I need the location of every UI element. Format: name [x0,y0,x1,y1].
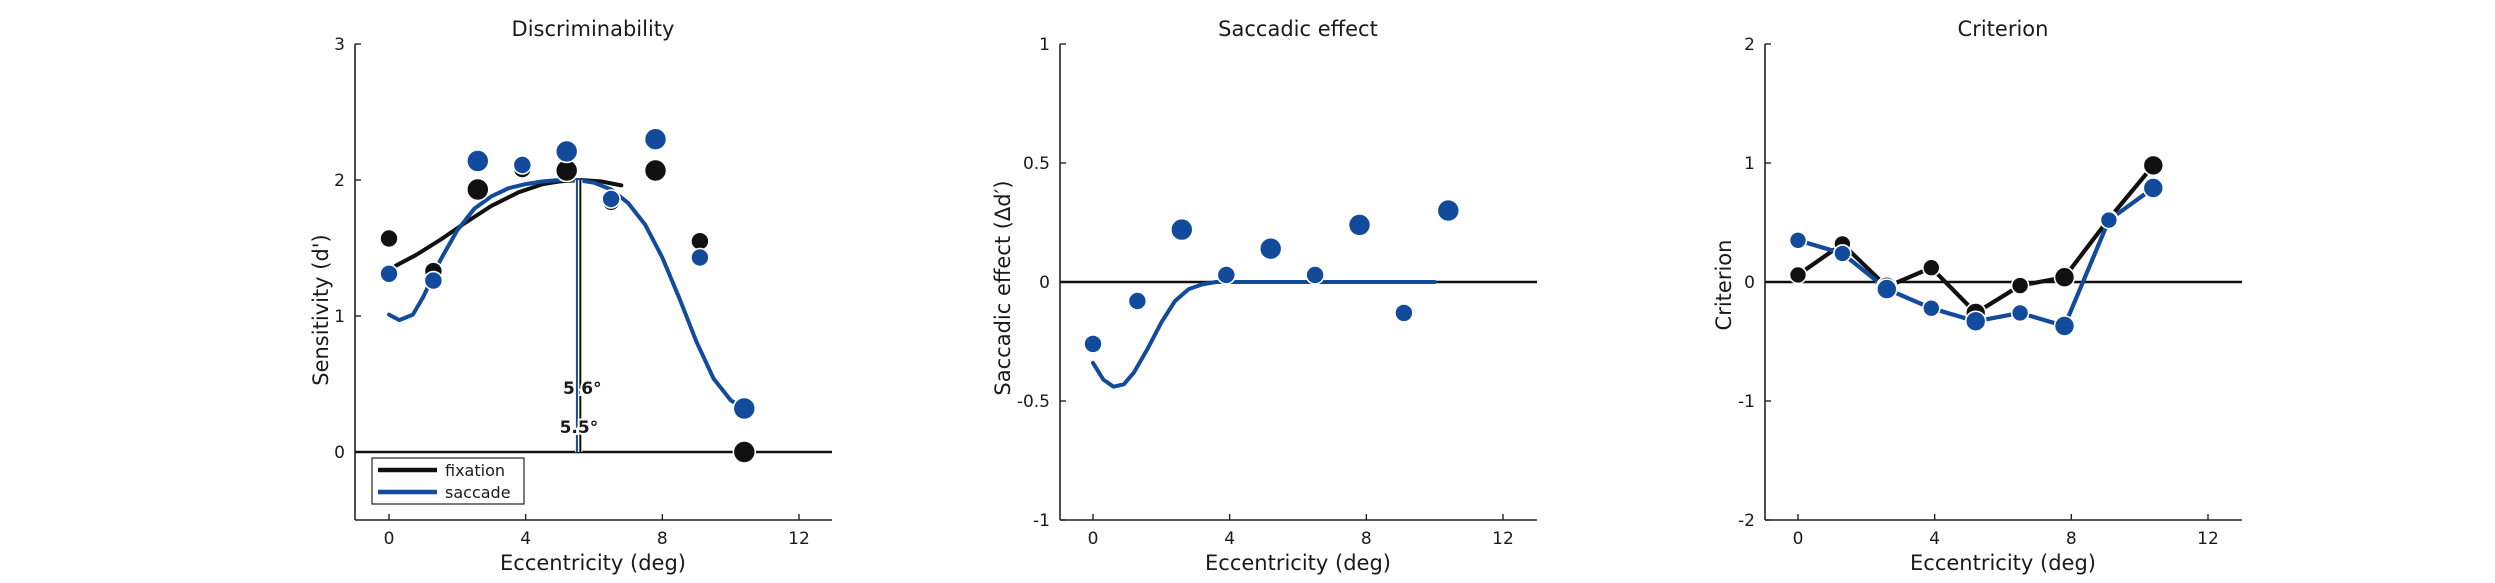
fit-curve-fixation [393,178,624,268]
x-tick-label: 0 [1088,529,1099,549]
y-tick-label: 0 [1039,273,1050,293]
data-point-fixation [732,440,757,464]
data-point-fixation [1922,258,1941,278]
data-point-saccade [643,127,668,151]
x-tick-label: 4 [1224,529,1235,549]
y-tick-label: 0 [334,443,345,463]
y-tick-label: -0.5 [1017,392,1050,412]
x-tick-label: 8 [2066,529,2077,549]
y-tick-label: 0 [1744,273,1755,293]
data-point-saccade [1216,265,1237,285]
data-point-saccade [1127,291,1148,311]
y-axis-label: Criterion [1712,240,1736,331]
data-point-saccade [1347,213,1372,237]
y-tick-label: -1 [1738,392,1755,412]
legend-box [371,457,525,505]
x-tick-label: 0 [384,529,395,549]
data-point-saccade [1833,244,1852,263]
data-point-fixation [2142,154,2165,177]
data-point-fixation [643,158,668,183]
data-point-saccade [1258,236,1283,261]
data-point-saccade [1876,278,1898,300]
y-tick-label: -1 [1033,511,1050,531]
data-point-saccade [690,247,710,268]
y-tick-label: 1 [1744,154,1755,174]
x-tick-label: 12 [2197,529,2219,549]
y-tick-label: 1 [1039,35,1050,55]
data-point-saccade [1922,298,1941,318]
data-point-saccade [379,263,399,284]
data-point-saccade [1083,334,1103,354]
fit-curve-saccade [1091,280,1437,389]
data-point-saccade [2099,210,2119,230]
data-point-saccade [2053,315,2076,337]
y-axis-label: Sensitivity (d') [309,234,333,386]
x-axis-label: Eccentricity (deg) [500,551,686,575]
data-point-saccade [465,149,490,173]
data-point-saccade [732,396,757,421]
data-point-saccade [1964,310,1987,333]
fit-curve-saccade [387,178,747,411]
x-tick-label: 4 [1929,529,1940,549]
x-tick-label: 8 [657,529,668,549]
chart-title: Saccadic effect [1218,17,1378,41]
data-point-fixation [2053,266,2076,289]
data-point-saccade [1170,217,1194,242]
data-point-saccade [1436,198,1461,223]
panel-saccadic-effect: Saccadic effect Eccentricity (deg) Sacca… [991,17,1537,575]
data-point-saccade [2010,303,2030,323]
chart-title: Criterion [1958,17,2049,41]
panel-discriminability: Discriminability Eccentricity (deg) Sens… [309,17,832,575]
y-tick-label: -2 [1738,511,1755,531]
legend-label-saccade: saccade [445,483,511,502]
chart-title: Discriminability [512,17,675,41]
x-tick-label: 4 [520,529,531,549]
x-tick-label: 8 [1361,529,1372,549]
data-point-saccade [512,155,533,175]
data-point-fixation [2010,276,2030,295]
y-axis-label: Saccadic effect (Δd′) [991,180,1015,395]
peak-label-saccade: 5.5° [560,418,599,438]
legend: fixation saccade [371,457,525,505]
data-point-saccade [423,270,444,291]
data-point-fixation [465,177,490,202]
data-point-saccade [1394,303,1414,323]
y-tick-label: 3 [334,35,345,55]
x-tick-label: 12 [1492,529,1514,549]
x-tick-label: 0 [1793,529,1804,549]
x-axis-label: Eccentricity (deg) [1205,551,1391,575]
data-point-fixation [690,231,710,251]
legend-label-fixation: fixation [445,461,505,480]
y-tick-label: 0.5 [1023,154,1050,174]
y-tick-label: 2 [1744,35,1755,55]
data-point-fixation [1788,265,1808,285]
data-point-saccade [601,189,621,209]
data-point-saccade [1305,265,1325,285]
data-point-fixation [379,228,399,249]
x-axis-label: Eccentricity (deg) [1910,551,2096,575]
y-tick-label: 1 [334,307,345,327]
data-point-saccade [2142,177,2165,199]
panel-criterion: Criterion Eccentricity (deg) Criterion 0… [1712,17,2242,575]
data-point-saccade [554,139,579,164]
x-tick-label: 12 [788,529,810,549]
data-point-saccade [1788,231,1808,250]
y-tick-label: 2 [334,171,345,191]
peak-label-fixation: 5.6° [563,379,602,399]
